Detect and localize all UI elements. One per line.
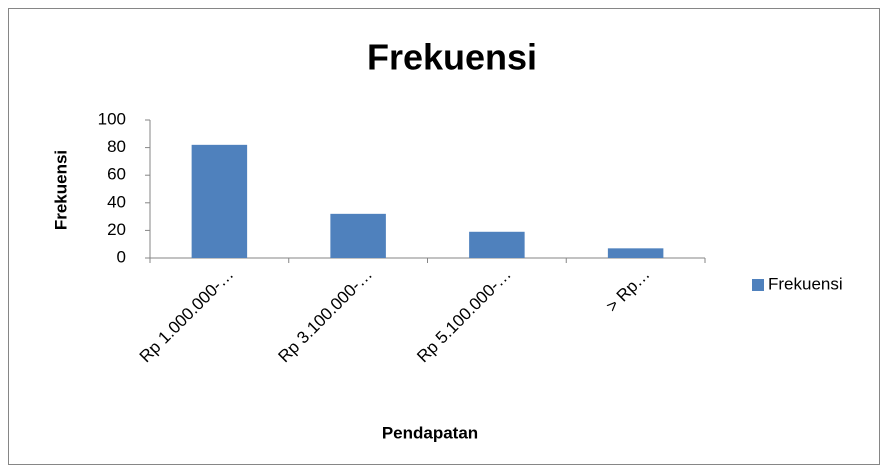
bar <box>191 144 248 258</box>
legend-label: Frekuensi <box>768 274 843 293</box>
bar <box>607 248 664 258</box>
legend-swatch <box>752 279 764 291</box>
y-tick-label: 0 <box>117 247 126 266</box>
y-tick-label: 80 <box>107 137 126 156</box>
y-axis-title: Frekuensi <box>51 150 70 230</box>
bar <box>330 213 386 258</box>
y-tick-label: 40 <box>107 192 126 211</box>
y-tick-label: 60 <box>107 165 126 184</box>
chart-border <box>8 8 880 465</box>
y-tick-label: 20 <box>107 220 126 239</box>
bar <box>469 231 525 258</box>
chart-title: Frekuensi <box>367 37 537 78</box>
y-tick-label: 100 <box>98 109 126 128</box>
x-axis-title: Pendapatan <box>382 423 478 442</box>
